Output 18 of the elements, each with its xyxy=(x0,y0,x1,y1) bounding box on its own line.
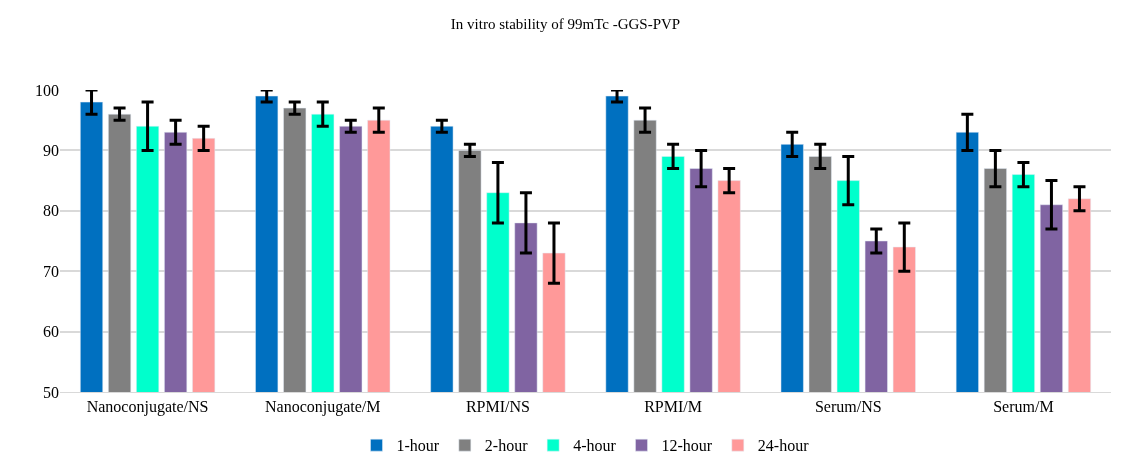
x-tick-label: RPMI/M xyxy=(644,398,702,416)
legend-label: 12-hour xyxy=(661,437,713,455)
x-tick-label: RPMI/NS xyxy=(465,398,530,416)
y-tick-label: 90 xyxy=(43,142,59,159)
y-tick-label: 70 xyxy=(43,262,59,280)
legend-label: 24-hour xyxy=(757,437,810,455)
x-tick-label: Nanoconjugate/NS xyxy=(86,398,209,417)
chart-title: In vitro stability of 99mTc -GGS-PVP xyxy=(450,16,681,33)
legend-label: 1-hour xyxy=(396,437,440,455)
x-tick-label: Serum/M xyxy=(993,398,1054,416)
y-tick-label: 50 xyxy=(43,383,59,401)
x-tick-label: Serum/NS xyxy=(814,398,882,416)
y-tick-label: 80 xyxy=(43,202,59,220)
y-tick-label: 100 xyxy=(35,81,59,99)
y-tick-label: 60 xyxy=(43,323,59,341)
legend-label: 4-hour xyxy=(573,437,617,455)
x-tick-label: Nanoconjugate/M xyxy=(264,398,381,417)
legend-label: 2-hour xyxy=(484,437,529,455)
